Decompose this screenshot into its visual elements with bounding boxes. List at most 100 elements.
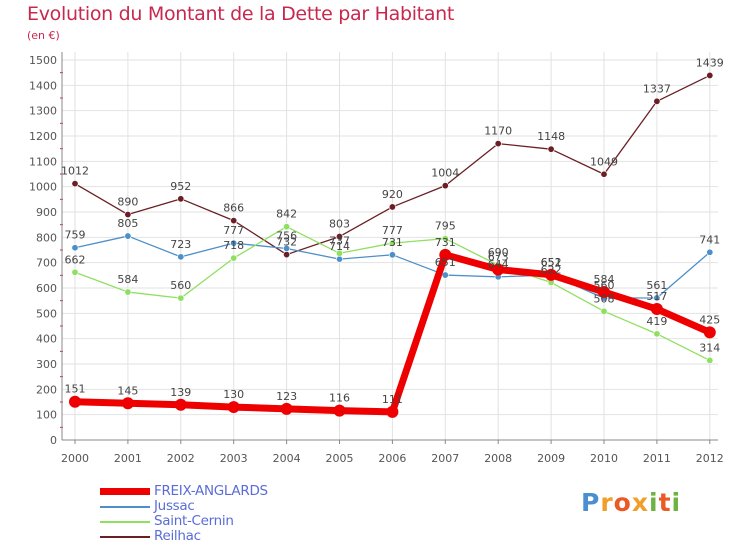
data-label: 314 bbox=[699, 341, 720, 354]
y-tick-label: 700 bbox=[36, 257, 57, 270]
data-point bbox=[124, 288, 132, 296]
data-point bbox=[494, 140, 502, 148]
data-label: 116 bbox=[329, 392, 350, 405]
chart-subtitle: (en €) bbox=[27, 29, 60, 42]
data-label: 151 bbox=[65, 383, 86, 396]
x-tick-label: 2008 bbox=[484, 452, 512, 465]
data-label: 1012 bbox=[61, 165, 89, 178]
data-label: 123 bbox=[276, 390, 297, 403]
data-point bbox=[333, 404, 346, 417]
data-point bbox=[71, 268, 79, 276]
x-tick-label: 2005 bbox=[326, 452, 354, 465]
data-label: 805 bbox=[117, 217, 138, 230]
x-tick-label: 2000 bbox=[61, 452, 89, 465]
data-label: 737 bbox=[329, 234, 350, 247]
data-point bbox=[439, 248, 452, 261]
data-label: 795 bbox=[435, 220, 456, 233]
data-label: 1049 bbox=[590, 155, 618, 168]
data-label: 651 bbox=[435, 256, 456, 269]
data-label: 1148 bbox=[537, 130, 565, 143]
legend-label: Jussac bbox=[154, 498, 195, 514]
y-tick-label: 1400 bbox=[29, 79, 57, 92]
data-label: 622 bbox=[541, 263, 562, 276]
data-point bbox=[283, 251, 291, 259]
data-label: 419 bbox=[646, 315, 667, 328]
data-label: 1439 bbox=[696, 56, 724, 69]
data-point bbox=[653, 294, 661, 302]
data-point bbox=[69, 395, 81, 408]
y-tick-label: 400 bbox=[36, 333, 57, 346]
x-tick-label: 2003 bbox=[220, 452, 248, 465]
data-point bbox=[71, 180, 79, 188]
data-point bbox=[230, 217, 238, 225]
data-label: 842 bbox=[276, 208, 297, 221]
data-label: 732 bbox=[276, 236, 297, 249]
legend-item: Reilhac bbox=[100, 529, 268, 544]
data-point bbox=[177, 195, 185, 203]
data-label: 584 bbox=[117, 273, 138, 286]
data-label: 1337 bbox=[643, 82, 671, 95]
proxiti-logo: Proxiti bbox=[581, 488, 682, 517]
data-label: 644 bbox=[488, 258, 509, 271]
x-tick-label: 2009 bbox=[537, 452, 565, 465]
legend-item: Saint-Cernin bbox=[100, 514, 268, 529]
y-tick-label: 1300 bbox=[29, 105, 57, 118]
data-label: 508 bbox=[594, 292, 615, 305]
data-label: 777 bbox=[223, 224, 244, 237]
data-point bbox=[600, 170, 608, 178]
data-point bbox=[441, 271, 449, 279]
data-label: 731 bbox=[382, 236, 403, 249]
data-point bbox=[653, 97, 661, 105]
legend-label: Reilhac bbox=[154, 528, 201, 544]
x-tick-label: 2006 bbox=[378, 452, 406, 465]
data-label: 714 bbox=[329, 240, 350, 253]
legend: FREIX-ANGLARDS Jussac Saint-Cernin Reilh… bbox=[100, 484, 268, 544]
y-tick-label: 1200 bbox=[29, 130, 57, 143]
data-point bbox=[283, 223, 291, 231]
data-label: 584 bbox=[594, 273, 615, 286]
data-point bbox=[227, 401, 240, 414]
data-label: 1004 bbox=[431, 167, 459, 180]
data-label: 560 bbox=[594, 279, 615, 292]
data-point bbox=[177, 294, 185, 302]
data-point bbox=[280, 402, 293, 415]
y-tick-label: 800 bbox=[36, 231, 57, 244]
data-point bbox=[121, 397, 134, 410]
legend-item: FREIX-ANGLARDS bbox=[100, 484, 268, 499]
data-label: 111 bbox=[382, 393, 403, 406]
data-label: 756 bbox=[276, 229, 297, 242]
data-point bbox=[706, 248, 714, 256]
data-label: 741 bbox=[699, 233, 720, 246]
data-label: 651 bbox=[541, 256, 562, 269]
plot-background bbox=[62, 52, 718, 440]
data-label: 731 bbox=[435, 236, 456, 249]
data-point bbox=[650, 303, 663, 316]
legend-label: Saint-Cernin bbox=[154, 513, 234, 529]
data-point bbox=[653, 330, 661, 338]
data-point bbox=[388, 251, 396, 259]
data-label: 803 bbox=[329, 218, 350, 231]
y-tick-label: 0 bbox=[50, 434, 57, 447]
y-tick-label: 1100 bbox=[29, 155, 57, 168]
data-label: 652 bbox=[541, 256, 562, 269]
data-label: 673 bbox=[488, 251, 509, 264]
data-label: 517 bbox=[646, 290, 667, 303]
y-tick-label: 600 bbox=[36, 282, 57, 295]
data-point bbox=[388, 203, 396, 211]
data-point bbox=[335, 233, 343, 241]
data-label: 777 bbox=[382, 224, 403, 237]
legend-swatch bbox=[100, 535, 150, 538]
data-point bbox=[706, 71, 714, 79]
data-point bbox=[335, 249, 343, 257]
data-label: 890 bbox=[117, 196, 138, 209]
data-label: 920 bbox=[382, 188, 403, 201]
data-point bbox=[547, 145, 555, 153]
data-point bbox=[388, 239, 396, 247]
data-point bbox=[441, 182, 449, 190]
y-tick-label: 200 bbox=[36, 383, 57, 396]
data-label: 1170 bbox=[484, 125, 512, 138]
y-tick-label: 100 bbox=[36, 409, 57, 422]
x-tick-label: 2012 bbox=[696, 452, 724, 465]
